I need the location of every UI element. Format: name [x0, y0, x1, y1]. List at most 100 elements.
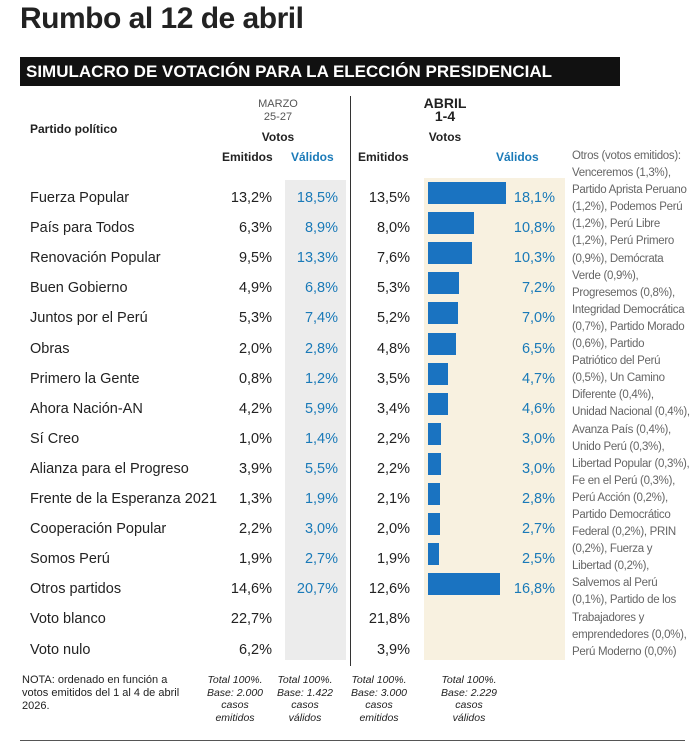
abril-emitidos: 4,8%	[376, 340, 410, 357]
bar	[428, 483, 441, 505]
total-note: emitidos	[359, 711, 399, 724]
bar	[428, 543, 439, 566]
marzo-validos: 2,8%	[304, 340, 338, 357]
marzo-validos: 8,9%	[304, 220, 338, 237]
abril-validos: 16,8%	[513, 581, 555, 598]
bar	[428, 332, 456, 355]
total-note: Base: 3.000	[350, 686, 408, 699]
total-note: Base: 2.000	[206, 686, 264, 699]
bar	[428, 362, 449, 385]
party: Voto blanco	[30, 611, 106, 628]
bar	[428, 182, 506, 204]
abril-emitidos: 12,6%	[368, 581, 410, 598]
abril-validos: 4,7%	[521, 370, 555, 387]
party: País para Todos	[30, 220, 135, 237]
marzo-emitidos: 2,0%	[238, 340, 272, 357]
abril-emitidos: 2,0%	[376, 521, 410, 538]
bar	[428, 302, 459, 325]
total-note: Base: 2.229	[440, 686, 498, 699]
abril-validos: 6,5%	[521, 340, 555, 357]
abril-validos: 4,6%	[521, 400, 555, 417]
party: Primero la Gente	[30, 370, 140, 387]
marzo-validos: 5,9%	[304, 400, 338, 417]
header-abril: ABRIL	[423, 95, 467, 111]
abril-emitidos: 2,2%	[376, 430, 410, 447]
bar	[428, 272, 459, 295]
marzo-validos: 1,9%	[304, 491, 338, 507]
bar	[428, 422, 441, 445]
bar	[428, 242, 473, 265]
divider	[350, 96, 351, 666]
abril-validos: 7,0%	[521, 310, 555, 327]
marzo-validos: 3,0%	[304, 521, 338, 538]
header-emitidos: Emitidos	[222, 150, 273, 164]
party: Sí Creo	[30, 430, 80, 447]
marzo-emitidos: 22,7%	[230, 611, 272, 628]
marzo-validos: 6,8%	[304, 280, 338, 297]
abril-validos: 2,8%	[521, 491, 555, 507]
abril-validos: 18,1%	[513, 190, 555, 206]
party: Ahora Nación-AN	[30, 400, 143, 417]
marzo-validos: 2,7%	[304, 551, 338, 568]
note: NOTA: ordenado en función a votos emitid…	[22, 674, 180, 712]
marzo-emitidos: 4,2%	[238, 400, 272, 417]
abril-emitidos: 7,6%	[376, 250, 410, 267]
marzo-emitidos: 2,2%	[238, 521, 272, 538]
marzo-validos: 1,2%	[304, 370, 338, 387]
party: Obras	[30, 340, 70, 357]
abril-validos: 10,3%	[513, 250, 555, 267]
party: Otros partidos	[30, 581, 122, 598]
marzo-emitidos: 0,8%	[238, 370, 272, 387]
marzo-emitidos: 9,5%	[238, 250, 272, 267]
bar	[428, 513, 440, 536]
total-note: Total 100%.	[277, 674, 333, 686]
total-note: Base: 1.422	[276, 686, 334, 699]
marzo-validos: 18,5%	[296, 190, 338, 206]
party: Fuerza Popular	[30, 190, 130, 206]
banner: SIMULACRO DE VOTACIÓN PARA LA ELECCIÓN P…	[26, 62, 553, 81]
marzo-validos: 5,5%	[304, 460, 338, 477]
abril-emitidos: 2,1%	[376, 491, 410, 507]
marzo-emitidos: 6,3%	[238, 220, 272, 237]
marzo-validos: 13,3%	[296, 250, 338, 267]
abril-emitidos: 3,4%	[376, 400, 410, 417]
total-note: válidos	[452, 711, 486, 724]
total-note: emitidos	[215, 711, 255, 724]
party: Cooperación Popular	[30, 521, 167, 538]
total-note: casos	[221, 699, 249, 711]
marzo-emitidos: 3,9%	[238, 460, 272, 477]
abril-validos: 7,2%	[521, 280, 555, 297]
abril-emitidos: 5,3%	[376, 280, 410, 297]
abril-emitidos: 3,9%	[376, 641, 410, 658]
banner-bg	[20, 57, 620, 86]
total-note: válidos	[288, 711, 322, 724]
party: Alianza para el Progreso	[30, 460, 189, 477]
bar	[428, 392, 448, 415]
header-marzo-dates: 25-27	[263, 111, 293, 123]
total-note: casos	[365, 699, 393, 711]
marzo-emitidos: 6,2%	[238, 641, 272, 658]
marzo-emitidos: 4,9%	[238, 280, 272, 297]
abril-emitidos: 5,2%	[376, 310, 410, 327]
total-note: casos	[291, 699, 319, 711]
abril-emitidos: 3,5%	[376, 370, 410, 387]
party: Frente de la Esperanza 2021	[30, 491, 218, 507]
bar	[428, 212, 475, 235]
title: Rumbo al 12 de abril	[20, 2, 304, 35]
marzo-validos: 1,4%	[304, 430, 338, 447]
marzo-emitidos: 5,3%	[238, 310, 272, 327]
abril-validos: 2,7%	[521, 521, 555, 538]
marzo-emitidos: 1,0%	[238, 430, 272, 447]
marzo-emitidos: 13,2%	[230, 190, 272, 206]
abril-validos: 2,5%	[521, 551, 555, 568]
marzo-validos: 20,7%	[296, 581, 338, 598]
others-note: Otros (votos emitidos): Venceremos (1,3%…	[572, 150, 690, 658]
header-votos: Votos	[261, 130, 295, 144]
marzo-emitidos: 1,9%	[238, 551, 272, 568]
bar	[428, 573, 501, 596]
marzo-validos: 7,4%	[304, 310, 338, 327]
bottom-rule	[20, 740, 685, 741]
header-marzo: MARZO	[258, 98, 298, 110]
abril-emitidos: 8,0%	[376, 220, 410, 237]
